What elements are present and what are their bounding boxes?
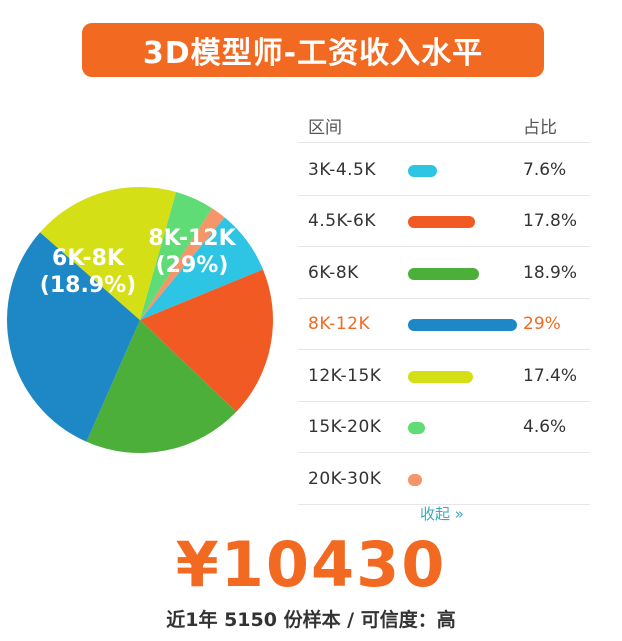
row-divider (298, 400, 590, 402)
average-salary: ¥10430 (175, 528, 447, 601)
pie-slice-4.5K-6K (140, 269, 273, 412)
share-bar-15K-20K (408, 422, 426, 435)
pie-slice-8K-12K (7, 232, 141, 442)
collapse-link[interactable]: 收起 » (420, 505, 464, 523)
share-value-8K-12K: 29% (523, 314, 561, 335)
chart-title: 3D模型师-工资收入水平 (142, 36, 484, 71)
row-divider (298, 452, 590, 453)
range-label-20K-30K: 20K-30K (308, 468, 382, 489)
row-divider (298, 142, 590, 143)
share-value-3K-4.5K: 7.6% (523, 159, 567, 180)
slice-label-6K-8K-1: 6K-8K (52, 246, 125, 271)
share-column-header: 占比 (523, 118, 557, 138)
slice-label-8K-12K-2: (29%) (156, 253, 229, 278)
slice-label-6K-8K-2: (18.9%) (40, 273, 136, 298)
range-label-12K-15K: 12K-15K (308, 365, 382, 386)
share-bar-4.5K-6K (408, 216, 475, 229)
pie-slice-15K-20K (140, 192, 213, 320)
share-bar-12K-15K (408, 370, 474, 383)
share-bar-6K-8K (408, 267, 479, 280)
range-label-3K-4.5K: 3K-4.5K (308, 159, 376, 180)
share-value-6K-8K: 18.9% (523, 262, 578, 283)
pie-slice-20K-30K (140, 208, 225, 320)
row-divider (298, 194, 590, 196)
share-value-12K-15K: 17.4% (523, 365, 578, 386)
range-label-8K-12K: 8K-12K (308, 314, 371, 335)
share-bar-8K-12K (408, 319, 517, 332)
range-label-15K-20K: 15K-20K (308, 417, 382, 438)
share-value-15K-20K: 4.6% (523, 417, 567, 438)
range-label-4.5K-6K: 4.5K-6K (308, 211, 376, 232)
range-label-6K-8K: 6K-8K (308, 262, 359, 283)
row-divider (298, 297, 590, 299)
row-divider (298, 349, 590, 350)
share-bar-3K-4.5K (408, 164, 437, 177)
share-value-4.5K-6K: 17.8% (523, 211, 578, 232)
range-column-header: 区间 (308, 118, 342, 138)
share-bar-20K-30K (408, 473, 422, 486)
pie-slice-12K-15K (40, 186, 177, 320)
chart-title-banner: 3D模型师-工资收入水平 (82, 23, 544, 77)
pie-slice-6K-8K (86, 320, 237, 453)
pie-slice-3K-4.5K (140, 217, 264, 320)
row-divider (298, 246, 590, 247)
row-divider (298, 503, 590, 505)
slice-label-8K-12K-1: 8K-12K (148, 226, 236, 251)
sample-info: 近1年 5150 份样本 / 可信度：高 (166, 609, 456, 631)
